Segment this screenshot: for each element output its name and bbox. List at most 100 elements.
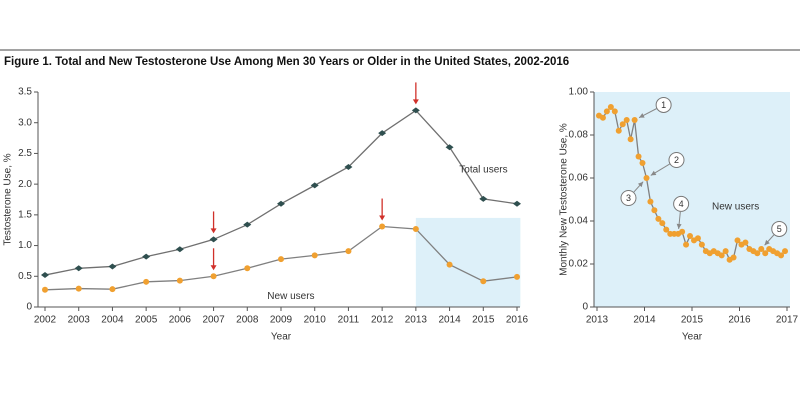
callout-label: 4 bbox=[679, 199, 684, 209]
data-point bbox=[109, 286, 116, 293]
data-point bbox=[42, 286, 48, 293]
data-point bbox=[446, 261, 453, 268]
y-tick-label: 2.0 bbox=[18, 179, 32, 190]
data-point bbox=[445, 144, 454, 151]
callout-circle bbox=[771, 220, 788, 237]
y-tick-label: 3.5 bbox=[18, 87, 32, 98]
data-point bbox=[683, 241, 690, 248]
data-point bbox=[277, 200, 285, 207]
data-point bbox=[643, 175, 650, 181]
highlight-arrowhead bbox=[379, 215, 386, 221]
data-point bbox=[513, 200, 521, 207]
highlight-arrowhead bbox=[412, 99, 419, 105]
x-tick-label: 2014 bbox=[438, 315, 461, 326]
data-point bbox=[209, 236, 218, 243]
data-point bbox=[480, 278, 487, 285]
x-axis-label: Year bbox=[682, 332, 703, 343]
x-tick-label: 2007 bbox=[202, 315, 225, 326]
x-tick-label: 2015 bbox=[472, 315, 495, 326]
data-point bbox=[378, 130, 387, 137]
highlight-arrowhead bbox=[210, 228, 217, 234]
y-tick-label: 0.08 bbox=[569, 130, 589, 141]
callout-circle bbox=[673, 195, 690, 212]
data-point bbox=[278, 256, 284, 263]
x-tick-label: 2011 bbox=[338, 315, 360, 326]
data-point bbox=[41, 272, 49, 279]
data-point bbox=[722, 248, 729, 255]
data-point bbox=[108, 263, 117, 270]
x-tick-label: 2017 bbox=[776, 315, 799, 326]
callout-label: 1 bbox=[661, 100, 666, 110]
y-tick-label: 0 bbox=[582, 302, 588, 313]
data-point bbox=[639, 159, 646, 166]
data-point bbox=[687, 233, 694, 240]
callout-circle bbox=[668, 152, 685, 168]
data-point bbox=[75, 285, 82, 292]
data-point bbox=[655, 215, 662, 222]
data-point bbox=[379, 223, 386, 230]
data-point bbox=[479, 195, 488, 202]
callout-arrowhead bbox=[676, 223, 682, 229]
data-point bbox=[694, 235, 701, 242]
data-point bbox=[210, 273, 217, 280]
data-point bbox=[623, 116, 630, 123]
data-point bbox=[782, 248, 789, 255]
data-point bbox=[730, 254, 737, 261]
y-tick-label: 0.06 bbox=[569, 173, 589, 184]
x-tick-label: 2002 bbox=[34, 315, 57, 326]
data-point bbox=[631, 116, 638, 123]
x-tick-label: 2006 bbox=[169, 315, 192, 326]
data-point bbox=[635, 153, 642, 160]
data-point bbox=[762, 250, 769, 257]
data-point bbox=[615, 127, 622, 134]
data-point bbox=[758, 245, 765, 252]
data-point bbox=[142, 253, 151, 260]
callout-circle bbox=[620, 190, 637, 206]
callout-arrowhead bbox=[650, 170, 657, 176]
data-point bbox=[344, 163, 353, 170]
series-label: New users bbox=[267, 291, 314, 302]
series-label: New users bbox=[712, 202, 759, 213]
x-tick-label: 2004 bbox=[101, 315, 124, 326]
callout-arrowhead bbox=[637, 181, 644, 188]
data-point bbox=[411, 107, 420, 114]
data-point bbox=[244, 265, 251, 272]
data-point bbox=[718, 252, 725, 259]
data-point bbox=[627, 136, 634, 143]
y-tick-label: 0.02 bbox=[569, 259, 589, 270]
data-point bbox=[243, 221, 252, 228]
x-tick-label: 2003 bbox=[68, 315, 91, 326]
data-point bbox=[663, 226, 670, 233]
data-point bbox=[175, 246, 184, 253]
data-point bbox=[659, 220, 666, 227]
y-tick-label: 2.5 bbox=[18, 148, 32, 159]
data-point bbox=[412, 225, 419, 232]
y-tick-label: 0.5 bbox=[18, 271, 32, 282]
data-point bbox=[734, 237, 741, 244]
y-tick-label: 3.0 bbox=[18, 117, 32, 128]
x-tick-label: 2016 bbox=[506, 315, 529, 326]
data-point bbox=[698, 241, 705, 248]
data-point bbox=[514, 273, 520, 280]
x-tick-label: 2009 bbox=[270, 315, 293, 326]
y-axis-label: Monthly New Testosterone Use, % bbox=[559, 123, 570, 276]
x-tick-label: 2016 bbox=[728, 315, 751, 326]
data-point bbox=[651, 207, 658, 214]
x-tick-label: 2014 bbox=[633, 315, 656, 326]
figure-title: Figure 1. Total and New Testosterone Use… bbox=[4, 56, 569, 68]
data-point bbox=[603, 108, 610, 115]
x-tick-label: 2015 bbox=[681, 315, 704, 326]
callout-arrowhead bbox=[639, 113, 645, 118]
highlight-arrowhead bbox=[210, 265, 217, 271]
data-point bbox=[176, 277, 183, 284]
callout-label: 5 bbox=[777, 224, 782, 234]
y-tick-label: 1.5 bbox=[18, 209, 32, 220]
x-tick-label: 2012 bbox=[371, 315, 394, 326]
shaded-area bbox=[415, 217, 521, 307]
x-tick-label: 2005 bbox=[135, 315, 158, 326]
series-label: Total users bbox=[459, 165, 507, 176]
data-point bbox=[742, 239, 749, 246]
y-tick-label: 0 bbox=[26, 302, 32, 313]
